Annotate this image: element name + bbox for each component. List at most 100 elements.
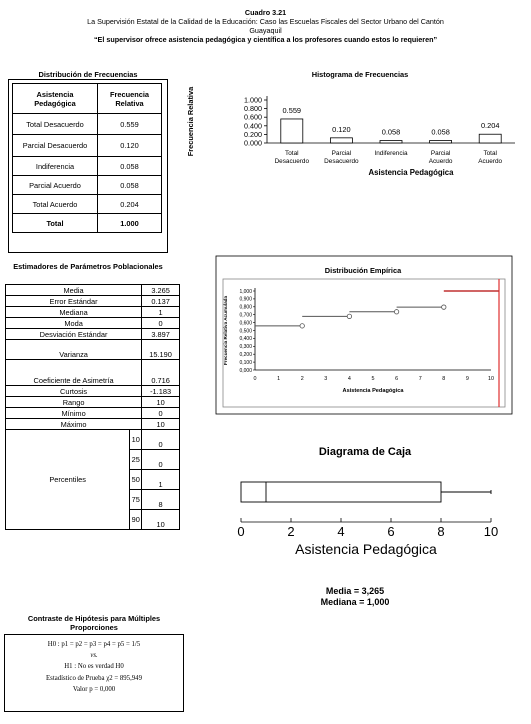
x-tick-label: Acuerdo [429,158,453,165]
histogram-title: Histograma de Frecuencias [311,70,409,79]
null-hypothesis: H0 : p1 = p2 = p3 = p4 = p5 = 1/5 [47,641,141,648]
y-tick-label: 0,400 [239,336,252,342]
freq-col-header: Frecuencia Relativa [97,83,162,114]
estimator-label: Error Estándar [4,295,143,307]
bar-value-label: 0.120 [332,125,351,134]
percentile-value: 0 [141,449,180,470]
x-tick-label: 9 [466,376,469,382]
percentile-rank: 90 [129,509,143,530]
estimator-label: Rango [4,396,143,408]
estimator-label: Mediana [4,306,143,318]
x-tick-label: 3 [324,376,327,382]
y-tick-label: 0,500 [239,328,252,334]
x-tick-label: 2 [287,524,294,539]
estimator-value: 0.137 [141,295,180,307]
bar-value-label: 0.058 [431,128,450,137]
step-open-point [394,309,400,315]
estimator-value: 3.897 [141,328,180,340]
step-open-point [441,304,447,310]
histogram-bar [478,133,502,144]
box-iqr [240,481,442,503]
estimator-value: 10 [141,418,180,430]
percentiles-label: Percentiles [4,429,131,530]
estimator-value: 0 [141,317,180,329]
survey-statement: “El supervisor ofrece asistencia pedagóg… [93,35,438,44]
histogram-chart: Frecuencia Relativa 0.0000.2000.4000.6000… [186,86,515,177]
x-tick-label: 8 [437,524,444,539]
estimator-label: Máximo [4,418,143,430]
percentile-rank: 50 [129,469,143,490]
percentile-value: 0 [141,429,180,450]
freq-total-label: Total [12,213,98,233]
histogram-bar [379,140,403,144]
document-subtitle-cont: Guayaquil [249,26,282,35]
x-tick-label: Desacuerdo [324,158,359,165]
freq-row-value: 0.120 [97,134,162,157]
histogram-bar [329,137,353,144]
y-tick-label: 0.000 [244,139,262,148]
freq-row-label: Indiferencia [12,156,98,176]
empirical-title: Distribución Empírica [325,266,402,275]
x-tick-label: 4 [337,524,344,539]
median-summary: Mediana = 1,000 [320,597,390,607]
estimator-value: 10 [141,396,180,408]
estimator-label: Mínimo [4,407,143,419]
x-tick-label: 1 [277,376,280,382]
y-axis-label: Frecuencia Relativa [186,86,195,156]
estimators-table: Media 3.265 Error Estándar 0.137 Mediana 1 Mod… [4,284,180,530]
versus-label: vs. [90,652,98,659]
y-axis-label: Frecuencia Relativa Acumulada [223,296,228,365]
y-tick-label: 0,900 [239,297,252,303]
x-tick-label: 0 [237,524,244,539]
bar-value-label: 0.559 [283,106,302,115]
freq-row-value: 0.058 [97,156,162,176]
x-tick-label: Total [285,150,299,157]
x-tick-label: 10 [484,524,498,539]
test-statistic: Estadístico de Prueba χ2 = 895,949 [46,675,142,682]
freq-row-value: 0.058 [97,175,162,195]
step-open-point [346,313,352,319]
percentile-value: 10 [141,509,180,530]
x-tick-label: 0 [254,376,257,382]
x-tick-label: 5 [372,376,375,382]
freq-row-label: Parcial Desacuerdo [12,134,98,157]
x-tick-label: Total [483,150,497,157]
estimator-label: Desviación Estándar [4,328,143,340]
percentile-value: 8 [141,489,180,510]
x-tick-label: Parcial [431,150,451,157]
x-tick-label: 2 [301,376,304,382]
x-tick-label: 6 [387,524,394,539]
document-subtitle: La Supervisión Estatal de la Calidad de … [87,17,444,26]
x-tick-label: Desacuerdo [275,158,310,165]
percentile-rank: 10 [129,429,143,450]
estimator-value: -1.183 [141,385,180,397]
freq-total-value: 1.000 [97,213,162,233]
plot-area [222,278,506,408]
x-tick-label: Parcial [332,150,352,157]
y-tick-label: 0,200 [239,352,252,358]
freq-row-label: Total Desacuerdo [12,113,98,135]
percentile-rank: 75 [129,489,143,510]
x-tick-label: Acuerdo [478,158,502,165]
estimator-value: 0 [141,407,180,419]
bar-value-label: 0.204 [481,121,500,130]
y-tick-label: 0.800 [244,104,262,113]
estimator-value: 3.265 [141,284,180,296]
freq-table-title: Distribución de Frecuencias [38,70,138,79]
freq-row-value: 0.559 [97,113,162,135]
x-axis-label: Asistencia Pedagógica [343,388,405,394]
estimator-value: 15.190 [141,339,180,360]
x-tick-label: 8 [442,376,445,382]
freq-row-label: Total Acuerdo [12,194,98,214]
bar-value-label: 0.058 [382,128,401,137]
y-tick-label: 0,600 [239,320,252,326]
histogram-bar [429,140,453,144]
estimators-title: Estimadores de Parámetros Poblacionales [13,262,163,271]
hypothesis-title: Contraste de Hipótesis para Múltiples Pr… [27,614,161,632]
estimator-label: Coeficiente de Asimetría [4,359,143,386]
x-tick-label: Indiferencia [374,150,407,157]
x-tick-label: 7 [419,376,422,382]
estimators-frame: Media 3.265 Error Estándar 0.137 Mediana 1 Mod… [4,284,180,530]
step-open-point [299,323,305,329]
boxplot-title: Diagrama de Caja [318,446,412,458]
